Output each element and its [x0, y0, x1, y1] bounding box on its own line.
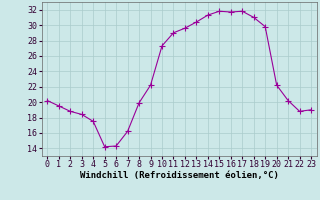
X-axis label: Windchill (Refroidissement éolien,°C): Windchill (Refroidissement éolien,°C) — [80, 171, 279, 180]
